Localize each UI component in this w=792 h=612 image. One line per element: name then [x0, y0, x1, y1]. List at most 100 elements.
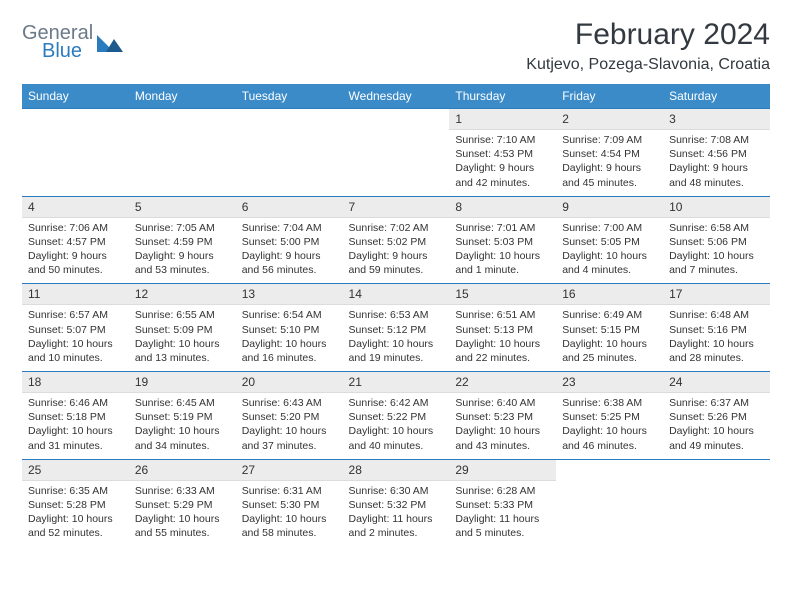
day-details: Sunrise: 7:01 AMSunset: 5:03 PMDaylight:… [449, 218, 556, 284]
day-details: Sunrise: 6:49 AMSunset: 5:15 PMDaylight:… [556, 305, 663, 371]
day-number: 7 [343, 197, 450, 218]
day-details: Sunrise: 6:38 AMSunset: 5:25 PMDaylight:… [556, 393, 663, 459]
brand-bottom: Blue [42, 42, 93, 60]
calendar-week-row: 18Sunrise: 6:46 AMSunset: 5:18 PMDayligh… [22, 372, 770, 460]
calendar-day-cell: 27Sunrise: 6:31 AMSunset: 5:30 PMDayligh… [236, 459, 343, 546]
day-details: Sunrise: 6:37 AMSunset: 5:26 PMDaylight:… [663, 393, 770, 459]
calendar-table: Sunday Monday Tuesday Wednesday Thursday… [22, 84, 770, 546]
calendar-week-row: 25Sunrise: 6:35 AMSunset: 5:28 PMDayligh… [22, 459, 770, 546]
day-number: 26 [129, 460, 236, 481]
calendar-day-cell: 12Sunrise: 6:55 AMSunset: 5:09 PMDayligh… [129, 284, 236, 372]
day-details: Sunrise: 6:30 AMSunset: 5:32 PMDaylight:… [343, 481, 450, 547]
day-number: 20 [236, 372, 343, 393]
calendar-day-cell: 11Sunrise: 6:57 AMSunset: 5:07 PMDayligh… [22, 284, 129, 372]
day-details: Sunrise: 7:05 AMSunset: 4:59 PMDaylight:… [129, 218, 236, 284]
day-details: Sunrise: 6:31 AMSunset: 5:30 PMDaylight:… [236, 481, 343, 547]
day-number: 18 [22, 372, 129, 393]
calendar-day-cell: 21Sunrise: 6:42 AMSunset: 5:22 PMDayligh… [343, 372, 450, 460]
day-number: 25 [22, 460, 129, 481]
day-number: 21 [343, 372, 450, 393]
calendar-day-cell: 25Sunrise: 6:35 AMSunset: 5:28 PMDayligh… [22, 459, 129, 546]
calendar-week-row: 11Sunrise: 6:57 AMSunset: 5:07 PMDayligh… [22, 284, 770, 372]
calendar-day-cell [129, 109, 236, 197]
day-details: Sunrise: 6:53 AMSunset: 5:12 PMDaylight:… [343, 305, 450, 371]
day-details: Sunrise: 7:08 AMSunset: 4:56 PMDaylight:… [663, 130, 770, 196]
day-details: Sunrise: 6:54 AMSunset: 5:10 PMDaylight:… [236, 305, 343, 371]
day-number: 5 [129, 197, 236, 218]
day-number: 29 [449, 460, 556, 481]
calendar-day-cell: 22Sunrise: 6:40 AMSunset: 5:23 PMDayligh… [449, 372, 556, 460]
day-details: Sunrise: 6:55 AMSunset: 5:09 PMDaylight:… [129, 305, 236, 371]
calendar-day-cell [236, 109, 343, 197]
day-number: 3 [663, 109, 770, 130]
day-number: 12 [129, 284, 236, 305]
day-number: 13 [236, 284, 343, 305]
weekday-header: Sunday [22, 84, 129, 109]
calendar-week-row: 1Sunrise: 7:10 AMSunset: 4:53 PMDaylight… [22, 109, 770, 197]
calendar-day-cell: 24Sunrise: 6:37 AMSunset: 5:26 PMDayligh… [663, 372, 770, 460]
weekday-header-row: Sunday Monday Tuesday Wednesday Thursday… [22, 84, 770, 109]
day-details: Sunrise: 6:46 AMSunset: 5:18 PMDaylight:… [22, 393, 129, 459]
day-number: 9 [556, 197, 663, 218]
calendar-day-cell: 23Sunrise: 6:38 AMSunset: 5:25 PMDayligh… [556, 372, 663, 460]
calendar-day-cell: 7Sunrise: 7:02 AMSunset: 5:02 PMDaylight… [343, 196, 450, 284]
day-details: Sunrise: 6:48 AMSunset: 5:16 PMDaylight:… [663, 305, 770, 371]
weekday-header: Monday [129, 84, 236, 109]
calendar-day-cell: 3Sunrise: 7:08 AMSunset: 4:56 PMDaylight… [663, 109, 770, 197]
calendar-day-cell: 29Sunrise: 6:28 AMSunset: 5:33 PMDayligh… [449, 459, 556, 546]
day-number: 10 [663, 197, 770, 218]
calendar-day-cell: 28Sunrise: 6:30 AMSunset: 5:32 PMDayligh… [343, 459, 450, 546]
calendar-day-cell: 2Sunrise: 7:09 AMSunset: 4:54 PMDaylight… [556, 109, 663, 197]
day-details: Sunrise: 7:00 AMSunset: 5:05 PMDaylight:… [556, 218, 663, 284]
day-number: 11 [22, 284, 129, 305]
calendar-day-cell [556, 459, 663, 546]
calendar-day-cell: 17Sunrise: 6:48 AMSunset: 5:16 PMDayligh… [663, 284, 770, 372]
day-number: 16 [556, 284, 663, 305]
brand-triangle-icon [97, 32, 123, 57]
calendar-day-cell: 1Sunrise: 7:10 AMSunset: 4:53 PMDaylight… [449, 109, 556, 197]
calendar-day-cell: 26Sunrise: 6:33 AMSunset: 5:29 PMDayligh… [129, 459, 236, 546]
calendar-day-cell: 15Sunrise: 6:51 AMSunset: 5:13 PMDayligh… [449, 284, 556, 372]
day-number: 28 [343, 460, 450, 481]
header: General Blue February 2024 Kutjevo, Poze… [22, 18, 770, 74]
day-details: Sunrise: 6:57 AMSunset: 5:07 PMDaylight:… [22, 305, 129, 371]
calendar-day-cell: 18Sunrise: 6:46 AMSunset: 5:18 PMDayligh… [22, 372, 129, 460]
day-number: 4 [22, 197, 129, 218]
day-number: 1 [449, 109, 556, 130]
day-details: Sunrise: 6:45 AMSunset: 5:19 PMDaylight:… [129, 393, 236, 459]
calendar-day-cell: 5Sunrise: 7:05 AMSunset: 4:59 PMDaylight… [129, 196, 236, 284]
weekday-header: Wednesday [343, 84, 450, 109]
day-details: Sunrise: 6:33 AMSunset: 5:29 PMDaylight:… [129, 481, 236, 547]
month-title: February 2024 [526, 18, 770, 52]
day-details: Sunrise: 6:43 AMSunset: 5:20 PMDaylight:… [236, 393, 343, 459]
day-number: 22 [449, 372, 556, 393]
day-number: 19 [129, 372, 236, 393]
day-details: Sunrise: 6:42 AMSunset: 5:22 PMDaylight:… [343, 393, 450, 459]
calendar-day-cell: 6Sunrise: 7:04 AMSunset: 5:00 PMDaylight… [236, 196, 343, 284]
calendar-day-cell: 14Sunrise: 6:53 AMSunset: 5:12 PMDayligh… [343, 284, 450, 372]
calendar-day-cell [22, 109, 129, 197]
day-number: 24 [663, 372, 770, 393]
calendar-week-row: 4Sunrise: 7:06 AMSunset: 4:57 PMDaylight… [22, 196, 770, 284]
calendar-day-cell: 9Sunrise: 7:00 AMSunset: 5:05 PMDaylight… [556, 196, 663, 284]
weekday-header: Friday [556, 84, 663, 109]
day-details: Sunrise: 6:35 AMSunset: 5:28 PMDaylight:… [22, 481, 129, 547]
calendar-day-cell: 4Sunrise: 7:06 AMSunset: 4:57 PMDaylight… [22, 196, 129, 284]
calendar-day-cell: 20Sunrise: 6:43 AMSunset: 5:20 PMDayligh… [236, 372, 343, 460]
calendar-day-cell: 10Sunrise: 6:58 AMSunset: 5:06 PMDayligh… [663, 196, 770, 284]
day-details: Sunrise: 7:06 AMSunset: 4:57 PMDaylight:… [22, 218, 129, 284]
day-number: 15 [449, 284, 556, 305]
day-details: Sunrise: 7:09 AMSunset: 4:54 PMDaylight:… [556, 130, 663, 196]
weekday-header: Tuesday [236, 84, 343, 109]
day-details: Sunrise: 6:28 AMSunset: 5:33 PMDaylight:… [449, 481, 556, 547]
day-details: Sunrise: 7:02 AMSunset: 5:02 PMDaylight:… [343, 218, 450, 284]
day-number: 27 [236, 460, 343, 481]
location: Kutjevo, Pozega-Slavonia, Croatia [526, 56, 770, 74]
day-details: Sunrise: 6:40 AMSunset: 5:23 PMDaylight:… [449, 393, 556, 459]
day-number: 8 [449, 197, 556, 218]
day-number: 23 [556, 372, 663, 393]
calendar-day-cell: 8Sunrise: 7:01 AMSunset: 5:03 PMDaylight… [449, 196, 556, 284]
calendar-day-cell: 19Sunrise: 6:45 AMSunset: 5:19 PMDayligh… [129, 372, 236, 460]
day-details: Sunrise: 7:10 AMSunset: 4:53 PMDaylight:… [449, 130, 556, 196]
calendar-day-cell: 13Sunrise: 6:54 AMSunset: 5:10 PMDayligh… [236, 284, 343, 372]
